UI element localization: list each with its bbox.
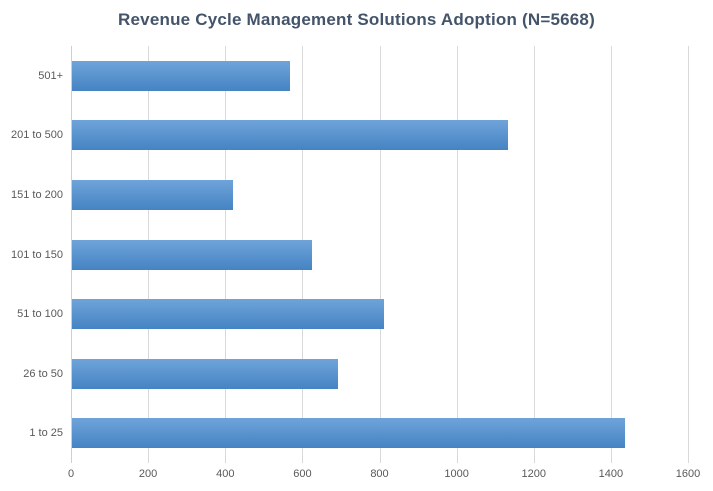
x-axis-tick-label: 800 xyxy=(370,468,389,480)
x-axis-tick-label: 1600 xyxy=(675,468,701,480)
y-axis-label: 26 to 50 xyxy=(23,367,63,380)
bar xyxy=(72,299,384,330)
bar xyxy=(72,120,509,151)
x-axis-tick-label: 1000 xyxy=(444,468,469,480)
y-axis-label: 51 to 100 xyxy=(17,308,63,321)
gridline xyxy=(456,46,458,463)
x-axis-tick-label: 1200 xyxy=(521,468,547,480)
bar xyxy=(72,418,625,449)
x-axis-tick-label: 0 xyxy=(67,468,75,480)
bar xyxy=(72,358,338,389)
chart-title: Revenue Cycle Management Solutions Adopt… xyxy=(118,10,595,29)
bar xyxy=(72,239,312,270)
bar xyxy=(72,179,234,210)
gridline xyxy=(533,46,535,463)
bar xyxy=(72,60,291,91)
y-axis-label: 201 to 500 xyxy=(11,129,63,142)
x-axis-tick-label: 400 xyxy=(216,468,235,480)
y-axis-label: 501+ xyxy=(38,69,63,82)
x-axis-tick-label: 600 xyxy=(293,468,312,480)
y-axis-label: 1 to 25 xyxy=(29,427,63,440)
y-axis-line xyxy=(71,46,72,463)
gridline xyxy=(379,46,381,463)
y-axis-label: 151 to 200 xyxy=(11,188,63,201)
x-axis-tick-label: 200 xyxy=(138,468,158,480)
x-axis-tick-label: 1400 xyxy=(598,468,624,480)
y-axis-label: 101 to 150 xyxy=(11,248,63,261)
gridline xyxy=(688,46,689,463)
gridline xyxy=(610,46,612,463)
